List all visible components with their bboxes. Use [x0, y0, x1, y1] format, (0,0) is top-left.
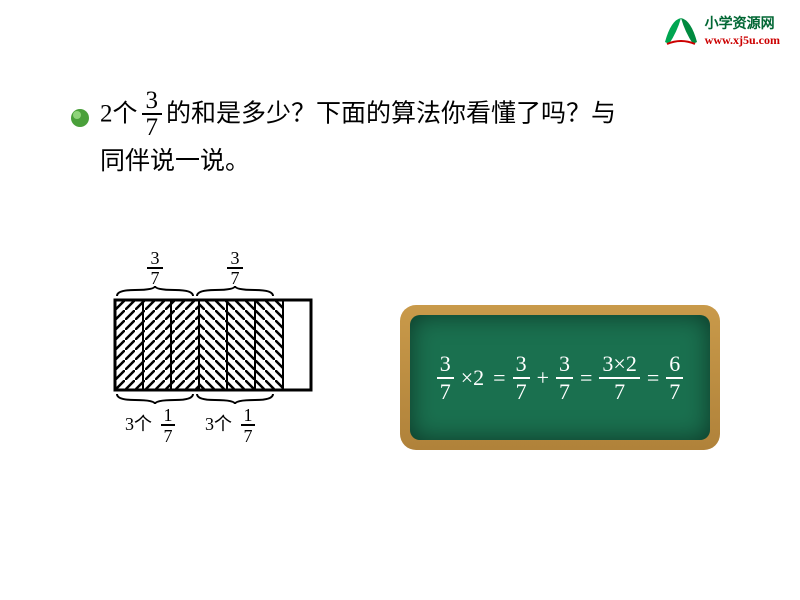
top-frac-2-den: 7: [231, 268, 240, 288]
leaf-logo-icon: [661, 10, 701, 50]
site-logo: 小学资源网 www.xj5u.com: [661, 10, 780, 50]
eq-eq1: =: [491, 365, 507, 391]
q-line2: 同伴说一说。: [100, 148, 250, 175]
logo-text-cn: 小学资源网: [705, 13, 780, 33]
bullet-icon: [70, 108, 90, 133]
q-suffix1: 的和是多少？下面的算法你看懂了吗？与: [166, 101, 616, 128]
q-prefix: 2个: [100, 101, 138, 128]
top-frac-2-num: 3: [231, 250, 240, 268]
eq-f4: 3×27: [599, 353, 639, 403]
equation: 37 ×2 = 37 + 37 = 3×27 = 67: [437, 353, 684, 403]
eq-eq2: =: [578, 365, 594, 391]
logo-text-en: www.xj5u.com: [705, 33, 780, 48]
chalkboard-frame: 37 ×2 = 37 + 37 = 3×27 = 67: [400, 305, 720, 450]
question-text: 2个37的和是多少？下面的算法你看懂了吗？与同伴说一说。: [100, 90, 740, 182]
bot-label-2-den: 7: [244, 426, 253, 446]
eq-eq3: =: [645, 365, 661, 391]
fraction-diagram: 3 7 3 7: [105, 250, 335, 465]
eq-f2: 37: [513, 353, 530, 403]
eq-f3: 37: [556, 353, 573, 403]
top-frac-1-num: 3: [151, 250, 160, 268]
top-frac-1-den: 7: [151, 268, 160, 288]
eq-f1: 37: [437, 353, 454, 403]
eq-plus: +: [535, 365, 551, 391]
bot-label-1-num: 1: [164, 405, 173, 425]
q-fraction: 37: [142, 88, 163, 140]
eq-mult: ×2: [459, 365, 486, 391]
eq-f5: 67: [666, 353, 683, 403]
bot-label-1-den: 7: [164, 426, 173, 446]
bot-label-2-num: 1: [244, 405, 253, 425]
bot-label-1-count: 3个: [125, 414, 152, 434]
question-block: 2个37的和是多少？下面的算法你看懂了吗？与同伴说一说。: [70, 90, 750, 182]
bot-label-2-count: 3个: [205, 414, 232, 434]
chalkboard: 37 ×2 = 37 + 37 = 3×27 = 67: [410, 315, 710, 440]
